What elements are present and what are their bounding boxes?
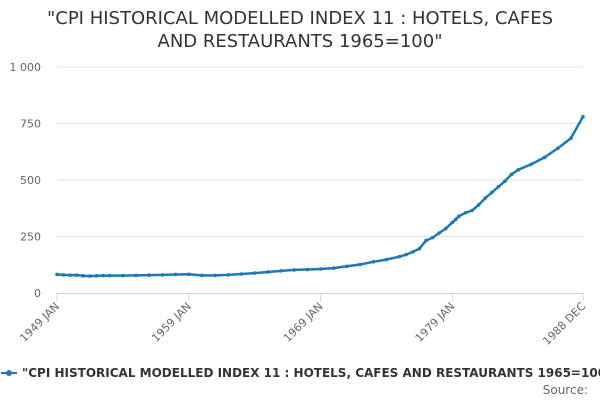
- data-point: [345, 264, 349, 269]
- x-tick-label: 1949 JAN: [17, 300, 62, 345]
- data-point: [88, 274, 92, 278]
- data-point: [74, 273, 79, 277]
- data-point: [450, 220, 455, 225]
- data-point: [483, 196, 488, 200]
- data-point: [358, 262, 362, 267]
- legend-line-marker-icon: [1, 368, 17, 378]
- data-point: [417, 246, 422, 251]
- grid-lines: [57, 66, 583, 237]
- data-point: [437, 231, 441, 235]
- data-point: [509, 172, 514, 177]
- source-label: Source:: [542, 383, 588, 397]
- x-tick-label: 1969 JAN: [281, 300, 326, 345]
- y-tick-label: 250: [20, 231, 41, 244]
- data-point: [160, 273, 165, 277]
- data-point: [213, 273, 217, 278]
- y-axis: 0 250 500 750 1 000: [10, 61, 42, 300]
- y-tick-label: 500: [20, 174, 41, 187]
- data-point: [404, 252, 409, 257]
- data-point: [470, 208, 474, 213]
- data-point: [542, 155, 547, 160]
- data-point: [292, 268, 296, 272]
- data-point: [186, 272, 191, 277]
- data-point: [529, 162, 534, 166]
- data-point: [443, 226, 448, 231]
- data-point: [410, 250, 415, 254]
- data-point: [496, 184, 501, 189]
- x-tick-label: 1979 JAN: [413, 300, 458, 345]
- data-point: [555, 146, 560, 151]
- data-point: [384, 257, 389, 262]
- data-point: [453, 217, 458, 222]
- data-point: [581, 114, 585, 119]
- data-point: [430, 235, 435, 240]
- data-point: [331, 266, 336, 270]
- data-point: [318, 267, 323, 271]
- data-point: [173, 272, 178, 277]
- x-axis: [56, 293, 584, 301]
- chart-title: "CPI HISTORICAL MODELLED INDEX 11 : HOTE…: [0, 7, 600, 53]
- data-point: [279, 269, 283, 273]
- y-tick-label: 0: [34, 287, 41, 300]
- data-point: [457, 214, 461, 218]
- data-point: [107, 273, 112, 278]
- data-point: [569, 136, 573, 140]
- data-point: [397, 254, 402, 259]
- series: [55, 114, 585, 278]
- series-line: [55, 115, 585, 278]
- data-point: [239, 272, 244, 276]
- data-point: [121, 273, 125, 278]
- data-point: [61, 273, 66, 277]
- data-point: [147, 273, 152, 277]
- data-point: [266, 270, 270, 274]
- data-point: [55, 272, 59, 277]
- data-point: [68, 273, 72, 277]
- data-point: [463, 210, 468, 215]
- x-tick-label: 1959 JAN: [149, 300, 194, 345]
- data-point: [200, 273, 204, 278]
- data-point: [503, 179, 507, 183]
- y-tick-label: 1 000: [10, 61, 42, 74]
- data-point: [476, 203, 481, 207]
- data-point: [371, 260, 376, 264]
- legend-label: "CPI HISTORICAL MODELLED INDEX 11 : HOTE…: [22, 366, 600, 380]
- chart-title-line-1: "CPI HISTORICAL MODELLED INDEX 11 : HOTE…: [46, 8, 554, 29]
- data-point: [134, 273, 138, 278]
- x-tick-label: 1988 DEC: [540, 300, 588, 348]
- data-point: [101, 273, 105, 278]
- y-tick-label: 750: [20, 118, 41, 131]
- x-axis-tick-labels: 1949 JAN 1959 JAN 1969 JAN 1979 JAN 1988 DEC: [17, 300, 588, 348]
- legend[interactable]: "CPI HISTORICAL MODELLED INDEX 11 : HOTE…: [0, 364, 600, 382]
- data-point: [490, 190, 494, 195]
- data-point: [424, 238, 428, 243]
- data-point: [305, 267, 310, 272]
- data-point: [94, 274, 99, 278]
- data-point: [252, 271, 257, 275]
- data-point: [516, 168, 521, 172]
- chart-title-line-2: AND RESTAURANTS 1965=100": [157, 31, 443, 52]
- data-point: [81, 274, 86, 278]
- data-point: [226, 273, 231, 277]
